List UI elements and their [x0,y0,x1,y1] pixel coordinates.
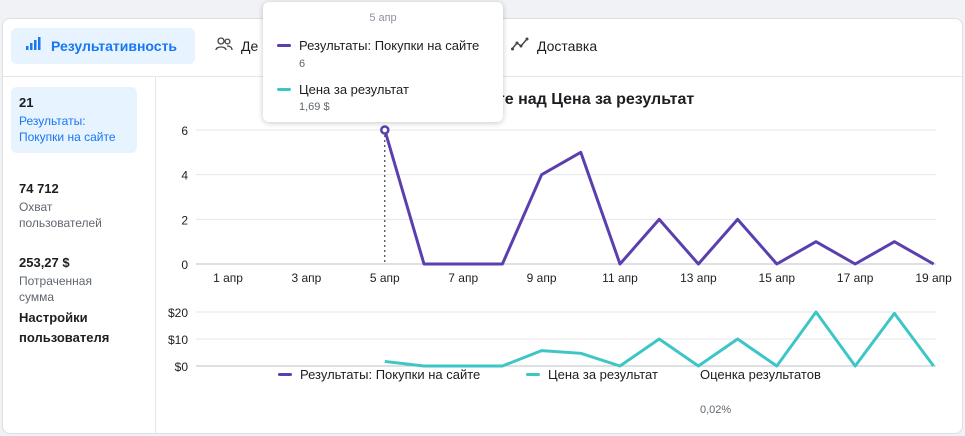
y-tick-label-top: 2 [181,213,188,227]
tab-demography-label: Де [241,38,259,54]
legend-swatch-results [278,372,292,376]
legend-label-cost: Цена за результат [548,366,658,382]
legend-item-cost[interactable]: Цена за результат [526,364,658,384]
y-tick-label-top: 4 [181,169,188,183]
tooltip-swatch-results [277,44,291,47]
tab-performance[interactable]: Результативность [11,28,195,64]
metric-spend-value: 253,27 $ [19,255,70,270]
legend-swatch-cost [526,372,540,376]
x-tick-label: 15 апр [759,271,796,285]
people-icon [215,36,233,57]
tooltip-date: 5 апр [369,12,397,24]
metric-results-value: 21 [19,95,34,110]
metric-reach[interactable]: 74 712 Охват пользователей [11,173,137,239]
legend-label-estimate: Оценка результатов [700,366,821,382]
tab-performance-label: Результативность [51,38,178,54]
metric-spend[interactable]: 253,27 $ Потраченная сумма [11,247,137,313]
tab-delivery[interactable]: Доставка [511,28,597,64]
y-tick-label-top: 6 [181,124,188,138]
hover-point-marker [380,125,390,135]
metrics-sidebar: 21 Результаты: Покупки на сайте 74 712 О… [3,77,155,433]
chart-tooltip: 5 апр Результаты: Покупки на сайте 6 Цен… [263,2,503,122]
tab-demography[interactable]: Де [215,28,258,64]
x-tick-label: 7 апр [448,271,478,285]
x-tick-label: 19 апр [915,271,952,285]
user-settings-link[interactable]: Настройки пользователя [19,310,110,345]
x-tick-label: 5 апр [370,271,400,285]
metric-results-caption: Результаты: Покупки на сайте [19,114,116,144]
bar-chart-icon [25,36,41,56]
x-tick-label: 11 апр [602,271,638,285]
tab-bar: Результативность Де [3,19,964,77]
tab-delivery-label: Доставка [537,38,598,54]
legend-item-estimate[interactable]: Оценка результатов [700,364,821,384]
tooltip-row-results: Результаты: Покупки на сайте [277,38,479,53]
series-line-cost [384,310,935,368]
delivery-trend-icon [511,36,529,57]
legend-estimate-value: 0,02% [700,404,732,416]
x-tick-label: 9 апр [527,271,557,285]
x-tick-label: 13 апр [680,271,717,285]
tooltip-label-cost: Цена за результат [299,82,409,97]
tooltip-swatch-cost [277,88,291,91]
legend-label-results: Результаты: Покупки на сайте [300,366,481,382]
y-tick-label-top: 0 [181,258,188,272]
y-tick-label-bottom: $10 [168,333,188,347]
tooltip-value-cost: 1,69 $ [299,101,330,113]
x-tick-label: 17 апр [837,271,874,285]
x-tick-label: 1 апр [213,271,243,285]
tooltip-value-results: 6 [299,58,306,70]
metric-spend-caption: Потраченная сумма [19,274,92,304]
y-tick-label-bottom: $20 [168,306,188,320]
metric-results[interactable]: 21 Результаты: Покупки на сайте [11,87,137,153]
metric-reach-caption: Охват пользователей [19,200,102,230]
tooltip-label-results: Результаты: Покупки на сайте [299,38,480,53]
legend-item-results[interactable]: Результаты: Покупки на сайте [278,364,480,384]
tooltip-row-cost: Цена за результат [277,82,409,97]
metric-reach-value: 74 712 [19,181,59,196]
x-tick-label: 3 апр [291,271,321,285]
series-line-results [383,129,935,266]
y-tick-label-bottom: $0 [175,360,189,374]
sidebar-divider [155,77,156,433]
